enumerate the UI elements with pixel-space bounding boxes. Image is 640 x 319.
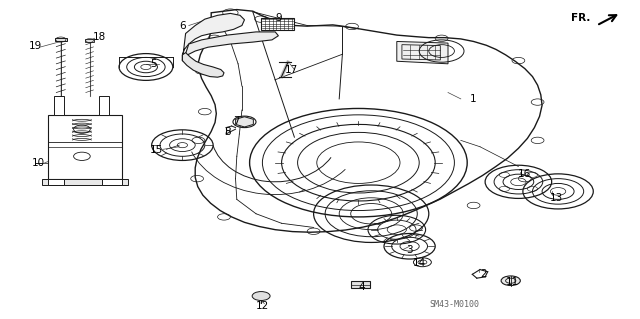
Polygon shape bbox=[195, 10, 542, 232]
Text: 17: 17 bbox=[285, 65, 298, 75]
Text: 8: 8 bbox=[224, 127, 230, 137]
Polygon shape bbox=[85, 39, 94, 42]
Text: 13: 13 bbox=[550, 193, 563, 203]
Polygon shape bbox=[236, 117, 253, 127]
Polygon shape bbox=[54, 96, 64, 115]
Polygon shape bbox=[55, 38, 67, 41]
Text: 6: 6 bbox=[179, 20, 186, 31]
Polygon shape bbox=[102, 179, 122, 185]
Text: 19: 19 bbox=[29, 41, 42, 51]
Text: 5: 5 bbox=[150, 59, 157, 69]
Text: FR.: FR. bbox=[572, 12, 591, 23]
Circle shape bbox=[252, 292, 270, 300]
Text: 7: 7 bbox=[234, 116, 240, 126]
Polygon shape bbox=[99, 96, 109, 115]
Polygon shape bbox=[42, 179, 128, 185]
Circle shape bbox=[501, 276, 520, 286]
Polygon shape bbox=[397, 41, 448, 64]
Polygon shape bbox=[182, 53, 224, 77]
Text: 12: 12 bbox=[256, 301, 269, 311]
Text: 14: 14 bbox=[413, 258, 426, 268]
Text: 3: 3 bbox=[406, 245, 413, 256]
Polygon shape bbox=[351, 281, 370, 288]
Polygon shape bbox=[182, 32, 278, 61]
Text: 4: 4 bbox=[358, 282, 365, 292]
Text: 16: 16 bbox=[518, 169, 531, 179]
Polygon shape bbox=[48, 179, 64, 185]
Text: 11: 11 bbox=[506, 277, 518, 287]
Text: 18: 18 bbox=[93, 32, 106, 42]
Polygon shape bbox=[261, 18, 294, 30]
Text: SM43-M0100: SM43-M0100 bbox=[429, 300, 479, 309]
Text: 1: 1 bbox=[470, 94, 477, 104]
Polygon shape bbox=[182, 13, 244, 61]
Text: 15: 15 bbox=[150, 145, 163, 155]
Text: 2: 2 bbox=[480, 269, 486, 279]
Text: 9: 9 bbox=[275, 12, 282, 23]
Polygon shape bbox=[48, 115, 122, 179]
Text: 10: 10 bbox=[32, 158, 45, 168]
